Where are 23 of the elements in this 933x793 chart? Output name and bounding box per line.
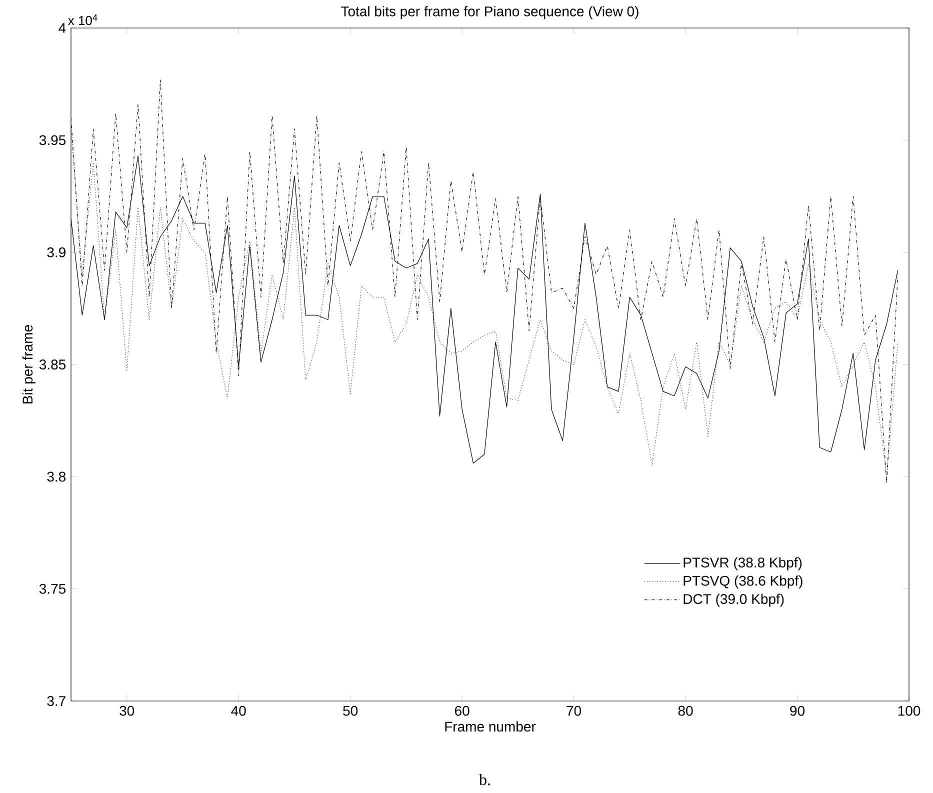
y-tick-label: 3.75 xyxy=(39,584,66,594)
legend-label: PTSVQ (38.6 Kbpf) xyxy=(684,575,802,589)
x-tick-label: 90 xyxy=(790,706,805,716)
x-tick-label: 100 xyxy=(898,706,920,716)
y-tick-label: 3.8 xyxy=(47,472,66,482)
y-tick-label: 4 xyxy=(58,23,66,33)
y-axis-title: Bit per frame xyxy=(22,325,36,404)
y-tick-label: 3.7 xyxy=(47,696,66,706)
y-tick-label: 3.85 xyxy=(39,360,66,370)
x-tick-label: 70 xyxy=(566,706,582,716)
y-tick-label: 3.95 xyxy=(39,135,66,146)
legend-label: DCT (39.0 Kbpf) xyxy=(684,594,784,607)
x-tick-label: 50 xyxy=(343,706,358,716)
x-tick-label: 30 xyxy=(120,706,134,716)
text: b. xyxy=(479,774,490,786)
x-tick-label: 40 xyxy=(231,706,246,716)
x-tick-label: 80 xyxy=(678,706,693,716)
x-tick-label: 60 xyxy=(454,706,470,716)
legend-label: PTSVR (38.8 Kbpf) xyxy=(684,557,802,570)
y-tick-label: 3.9 xyxy=(47,247,66,258)
x-axis-title: Frame number xyxy=(445,721,536,732)
chart-title: Total bits per frame for Piano sequence (View 0) xyxy=(341,6,638,20)
text: x 10$^{4}$ xyxy=(68,14,98,26)
